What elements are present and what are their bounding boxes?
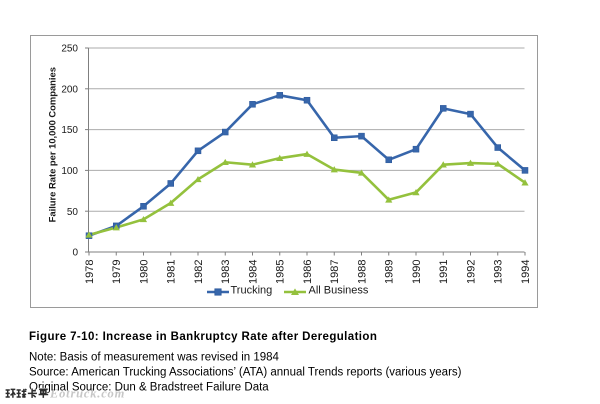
svg-text:200: 200 [61, 84, 78, 95]
svg-text:1978: 1978 [84, 260, 96, 284]
svg-text:Figure 7-10: Increase in Bankr: Figure 7-10: Increase in Bankruptcy Rate… [29, 331, 377, 343]
svg-text:1990: 1990 [411, 260, 423, 284]
svg-text:Failure Rate per 10,000 Compan: Failure Rate per 10,000 Companies [47, 67, 58, 222]
svg-text:1982: 1982 [193, 260, 205, 284]
svg-text:1992: 1992 [465, 260, 477, 284]
svg-text:1984: 1984 [247, 260, 259, 284]
svg-text:50: 50 [67, 207, 79, 218]
svg-text:1981: 1981 [166, 260, 178, 284]
svg-text:1989: 1989 [384, 260, 396, 284]
svg-text:1988: 1988 [356, 260, 368, 284]
svg-text:Trucking: Trucking [231, 285, 273, 297]
svg-text:0: 0 [72, 248, 78, 259]
svg-text:All Business: All Business [309, 285, 369, 297]
svg-text:1980: 1980 [138, 260, 150, 284]
svg-text:150: 150 [61, 125, 78, 136]
svg-text:Source: American Trucking Asso: Source: American Trucking Associations’ … [29, 367, 462, 379]
svg-text:1994: 1994 [520, 260, 532, 284]
svg-text:1987: 1987 [329, 260, 341, 284]
svg-text:1986: 1986 [302, 260, 314, 284]
svg-text:1979: 1979 [111, 260, 123, 284]
svg-text:1983: 1983 [220, 260, 232, 284]
svg-text:100: 100 [61, 166, 78, 177]
svg-text:Eotruck.com: Eotruck.com [49, 387, 125, 401]
svg-text:250: 250 [61, 44, 78, 55]
svg-text:Original Source: Dun & Bradstr: Original Source: Dun & Bradstreet Failur… [29, 382, 269, 394]
svg-text:1985: 1985 [275, 260, 287, 284]
svg-text:1991: 1991 [438, 260, 450, 284]
svg-text:Note: Basis of measurement was: Note: Basis of measurement was revised i… [29, 352, 280, 364]
svg-text:1993: 1993 [493, 260, 505, 284]
